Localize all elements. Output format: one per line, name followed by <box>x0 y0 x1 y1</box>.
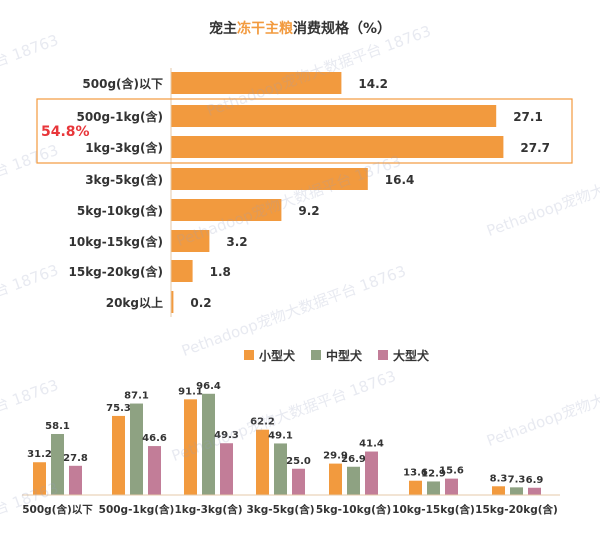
data-label: 9.2 <box>298 204 319 218</box>
bar <box>69 465 82 495</box>
data-label: 75.3 <box>106 403 131 414</box>
bar <box>171 136 504 158</box>
bar <box>365 451 378 495</box>
x-tick-label: 3kg-5kg(含) <box>246 503 314 516</box>
bar <box>292 468 305 495</box>
horizontal-bar-chart: 500g(含)以下 14.2 500g-1kg(含) 27.1 1kg-3kg(含) 27… <box>36 68 573 317</box>
bar <box>130 403 143 495</box>
x-tick-label: 1kg-3kg(含) <box>174 503 242 516</box>
data-label: 49.3 <box>214 430 239 441</box>
y-tick-label: 10kg-15kg(含) <box>69 234 164 249</box>
data-label: 15.6 <box>439 466 464 477</box>
bar <box>33 462 46 495</box>
x-tick-label: 500g(含)以下 <box>22 503 93 516</box>
bar <box>171 168 368 190</box>
data-label: 0.2 <box>190 296 211 310</box>
bar <box>171 72 342 94</box>
data-label: 7.3 <box>508 474 526 485</box>
title-highlight: 冻干主粮 <box>236 21 293 37</box>
bar <box>409 480 422 495</box>
data-label: 14.2 <box>358 77 388 91</box>
data-label: 27.7 <box>520 141 550 155</box>
data-label: 29.9 <box>323 451 348 462</box>
title-prefix: 宠主 <box>208 21 237 37</box>
bar <box>184 399 197 495</box>
bar <box>427 481 440 495</box>
data-label: 41.4 <box>359 439 384 450</box>
data-label: 62.2 <box>250 417 275 428</box>
data-label: 13.6 <box>403 468 428 479</box>
bar <box>171 230 210 252</box>
y-tick-label: 15kg-20kg(含) <box>69 264 164 279</box>
legend-label: 大型犬 <box>393 348 430 363</box>
y-tick-label: 500g(含)以下 <box>82 76 163 91</box>
data-label: 3.2 <box>226 235 247 249</box>
data-label: 12.9 <box>421 468 446 479</box>
y-tick-label: 1kg-3kg(含) <box>85 140 163 155</box>
data-label: 8.3 <box>490 473 508 484</box>
legend-swatch <box>244 350 254 360</box>
bar <box>492 486 505 495</box>
bar <box>171 105 497 127</box>
bar <box>171 199 282 221</box>
y-tick-label: 500g-1kg(含) <box>76 109 163 124</box>
data-label: 31.2 <box>27 449 52 460</box>
legend-label: 中型犬 <box>326 348 363 363</box>
data-label: 25.0 <box>286 456 311 467</box>
bar <box>347 466 360 495</box>
legend-swatch <box>311 350 321 360</box>
bar <box>329 463 342 495</box>
y-tick-label: 5kg-10kg(含) <box>77 203 163 218</box>
bar <box>51 433 64 495</box>
grouped-bar-chart: 小型犬 中型犬 大型犬 31.2 58.1 27.8 500g(含)以下 75.387.1 46… <box>22 348 560 516</box>
bar <box>445 478 458 495</box>
data-label: 87.1 <box>124 391 149 402</box>
data-label: 26.9 <box>341 454 366 465</box>
y-tick-label: 20kg以上 <box>106 295 163 310</box>
highlight-box <box>36 98 573 164</box>
title-suffix: 消费规格（%） <box>292 21 392 37</box>
bar <box>171 260 193 282</box>
data-label: 27.8 <box>63 453 88 464</box>
bar <box>112 415 125 495</box>
highlight-percentage: 54.8% <box>41 124 90 140</box>
data-label: 27.1 <box>513 110 543 124</box>
data-label: 1.8 <box>210 265 231 279</box>
data-label: 46.6 <box>142 433 167 444</box>
x-tick-label: 5kg-10kg(含) <box>316 503 391 516</box>
data-label: 91.1 <box>178 386 203 397</box>
data-label: 6.9 <box>526 475 544 486</box>
legend-swatch <box>378 350 388 360</box>
data-label: 49.1 <box>268 430 293 441</box>
bar <box>148 446 161 495</box>
bar <box>510 487 523 495</box>
bar <box>202 393 215 495</box>
x-tick-label: 500g-1kg(含) <box>99 503 175 516</box>
bar <box>220 443 233 495</box>
x-tick-label: 15kg-20kg(含) <box>475 503 558 516</box>
x-tick-label: 10kg-15kg(含) <box>392 503 475 516</box>
bar <box>171 291 174 313</box>
data-label: 96.4 <box>196 381 221 392</box>
data-label: 58.1 <box>45 421 70 432</box>
legend-label: 小型犬 <box>259 348 296 363</box>
bar <box>528 487 541 495</box>
bar <box>274 443 287 495</box>
y-tick-label: 3kg-5kg(含) <box>85 172 163 187</box>
bar <box>256 429 269 495</box>
chart-title: 宠主冻干主粮消费规格（%） <box>0 18 600 38</box>
data-label: 16.4 <box>385 173 415 187</box>
